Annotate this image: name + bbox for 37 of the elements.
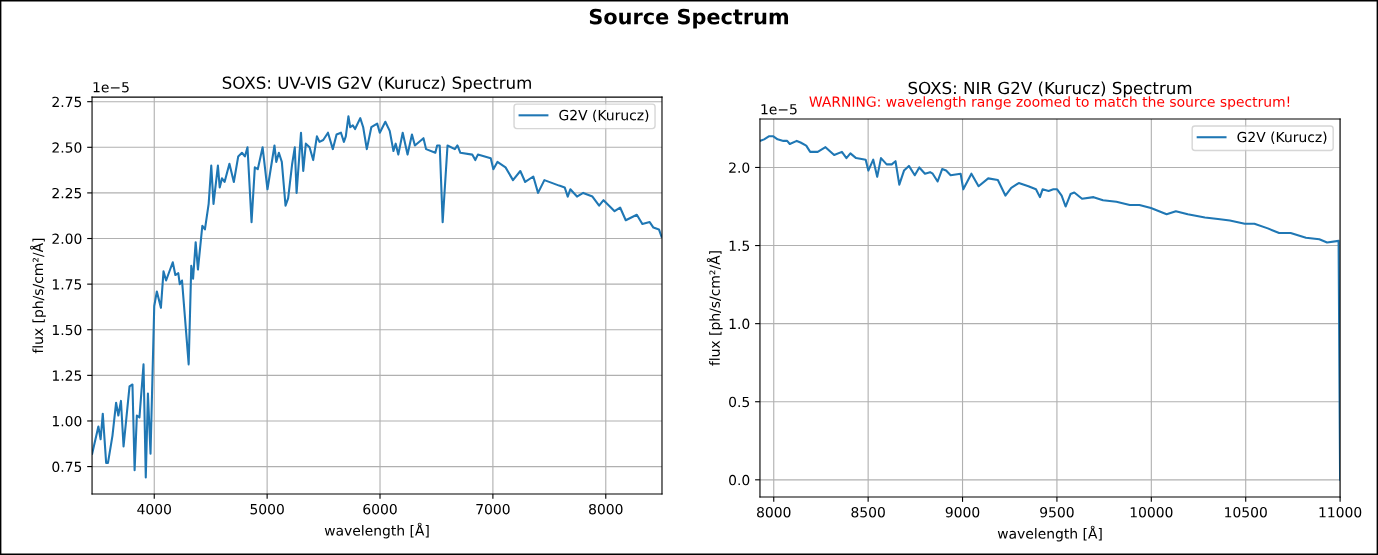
chart-subtitle: WARNING: wavelength range zoomed to match the source spectrum!	[809, 96, 1290, 110]
x-tick-label: 9000	[945, 506, 980, 518]
x-tick-label: 7000	[476, 503, 510, 515]
x-tick-label: 10000	[1130, 506, 1173, 518]
y-tick-label: 1.50	[52, 324, 82, 336]
y-tick-label: 2.00	[52, 233, 82, 244]
y-tick-label: 2.50	[52, 142, 82, 153]
text: 1e−5	[93, 82, 129, 93]
y-tick-label: 2.25	[52, 187, 82, 199]
x-tick-label: 9500	[1040, 506, 1074, 518]
y-axis-title: flux [ph/s/cm²/Å]	[30, 238, 46, 354]
y-tick-label: 2.75	[52, 96, 82, 108]
y-tick-label: 0.75	[52, 461, 82, 473]
y-tick-label: 1.5	[729, 240, 750, 252]
x-tick-label: 5000	[250, 503, 284, 515]
chart-title: SOXS: UV-VIS G2V (Kurucz) Spectrum	[222, 76, 531, 93]
x-tick-label: 11000	[1319, 506, 1362, 518]
source-note: Source Spectrum	[589, 8, 789, 29]
y-tick-label: 1.25	[52, 370, 82, 381]
x-tick-label: 6000	[363, 503, 397, 515]
y-tick-label: 1.0	[729, 318, 750, 330]
legend-label: G2V (Kurucz)	[559, 109, 649, 123]
y-tick-label: 2.0	[729, 162, 750, 173]
y-tick-label: 1.00	[52, 415, 82, 427]
x-tick-label: 8000	[757, 506, 791, 518]
y-tick-label: 0.5	[729, 396, 750, 408]
x-tick-label: 10500	[1225, 506, 1267, 518]
y-tick-label: 0.0	[729, 474, 750, 486]
y-axis-title: flux [ph/s/cm²/Å]	[706, 251, 723, 366]
text: 1e−5	[761, 104, 797, 115]
x-axis-title: wavelength [Å]	[997, 525, 1102, 542]
x-axis-title: wavelength [Å]	[324, 522, 429, 539]
legend-label: G2V (Kurucz)	[1237, 131, 1327, 144]
x-tick-label: 8000	[589, 503, 623, 515]
y-tick-label: 1.75	[52, 279, 82, 290]
x-tick-label: 4000	[137, 503, 171, 515]
x-tick-label: 8500	[851, 506, 885, 518]
